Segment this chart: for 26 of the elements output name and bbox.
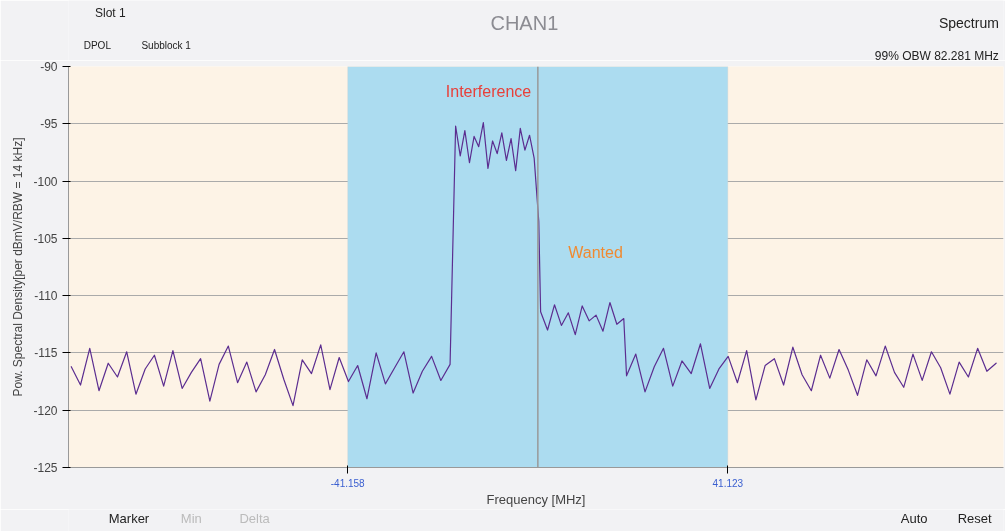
y-tick-label: -100 [33,174,58,189]
text: Reset [957,511,993,526]
text: Auto [900,511,928,526]
y-axis-title: Pow. Spectral Density[per dBmV/RBW = 14 kHz] [11,137,26,397]
y-tick-label: -120 [33,403,58,418]
line-series [70,122,997,407]
text: Min [180,511,202,526]
text: 99% OBW 82.281 MHz [874,48,999,63]
text: DPOL [83,40,112,51]
y-tick-label: -115 [34,346,58,361]
y-tick-label: -105 [33,231,58,246]
y-tick-label: -125 [33,461,58,475]
x-axis-title: Frequency [MHz] [486,491,586,507]
text: Slot 1 [95,5,127,20]
annotation: Wanted [568,244,623,261]
x-tick-label: 41.123 [712,477,744,489]
y-tick-label: -95 [40,117,58,132]
annotation: Interference [445,83,532,100]
text: Delta [239,511,271,526]
text: Marker [108,511,150,526]
x-tick-label: -41.158 [330,477,366,489]
y-tick-label: -110 [34,289,58,304]
text: Spectrum [938,14,999,31]
y-tick-label: -90 [40,60,58,74]
text: Subblock 1 [141,40,192,51]
chart-title: CHAN1 [490,11,559,34]
